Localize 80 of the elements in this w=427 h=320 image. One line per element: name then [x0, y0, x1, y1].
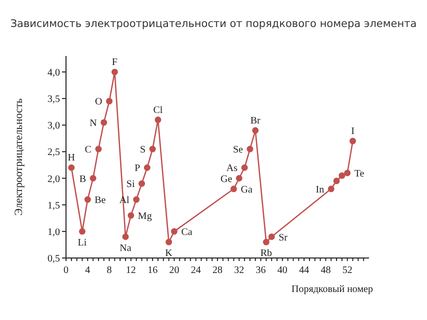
annotation: H [68, 152, 76, 164]
y-tick-label: 2,5 [48, 147, 60, 158]
y-tick-label: 0,5 [48, 254, 60, 265]
x-tick-label: 36 [256, 265, 266, 276]
point [144, 164, 150, 171]
point [84, 196, 91, 203]
x-tick-label: 24 [190, 265, 201, 276]
annotation: B [79, 174, 86, 185]
point [252, 127, 259, 134]
annotation: O [95, 96, 102, 108]
x-tick-label: 0 [64, 265, 68, 276]
point [154, 116, 162, 124]
point [68, 164, 75, 171]
point [149, 146, 156, 152]
x-tick-label: 8 [106, 265, 112, 276]
point [100, 119, 108, 126]
point [246, 146, 254, 152]
annotation: Na [120, 242, 132, 254]
point [95, 146, 102, 152]
point [90, 175, 96, 182]
y-tick-label: 2,0 [48, 174, 60, 185]
point [170, 228, 178, 235]
point [236, 175, 242, 182]
x-tick-label: 20 [169, 265, 180, 276]
annotation: Se [232, 144, 244, 156]
point [262, 238, 270, 246]
annotation: Sr [278, 232, 288, 244]
annotation: Be [94, 195, 106, 206]
point [78, 228, 86, 235]
point [328, 186, 334, 192]
x-axis-title: Порядковый номер [292, 284, 373, 295]
point [138, 180, 145, 187]
y-tick-label: 1,5 [48, 200, 60, 212]
x-tick-label: 16 [148, 265, 158, 276]
point [344, 170, 351, 176]
x-tick-label: 52 [342, 265, 352, 276]
point [122, 233, 129, 240]
annotation: S [140, 144, 146, 156]
annotation: Cl [153, 104, 163, 116]
annotation: K [165, 248, 174, 260]
x-tick-label: 40 [277, 265, 288, 276]
annotation: C [84, 144, 92, 156]
point [268, 233, 275, 240]
y-tick-label: 3,0 [48, 120, 60, 132]
point [241, 164, 248, 171]
annotation: P [134, 163, 141, 174]
point [230, 186, 237, 192]
x-tick-label: 28 [212, 265, 222, 276]
point [128, 212, 134, 219]
annotation: F [112, 56, 118, 68]
annotation: Br [250, 115, 262, 126]
x-tick-label: 4 [85, 265, 90, 276]
x-tick-label: 12 [126, 265, 136, 276]
annotation: Te [354, 168, 365, 180]
x-tick-label: 32 [234, 265, 244, 276]
point [133, 196, 140, 203]
y-tick-label: 4,0 [48, 67, 60, 78]
point [333, 178, 340, 184]
point [338, 172, 346, 179]
chart-title: Зависимость электроотрицательности от порядкового номера элемента [9, 18, 418, 32]
x-tick-label: 48 [320, 265, 331, 276]
annotation: Si [126, 179, 135, 190]
annotation: In [316, 184, 324, 196]
annotation: Mg [138, 211, 152, 222]
annotation: Ga [240, 184, 253, 196]
y-tick-label: 1,0 [48, 226, 60, 238]
annotation: Ge [220, 174, 233, 185]
annotation: I [351, 126, 354, 138]
point [350, 138, 356, 144]
annotation: Ca [181, 226, 193, 238]
point [106, 98, 113, 104]
y-tick-label: 3,5 [48, 94, 60, 106]
annotation: Rb [260, 248, 272, 260]
y-axis-title: Электроотрицательность [12, 98, 25, 216]
point [166, 238, 172, 246]
annotation: As [226, 163, 238, 174]
x-tick-label: 44 [299, 265, 310, 276]
point [111, 68, 118, 76]
annotation: N [90, 118, 97, 129]
annotation: Li [78, 238, 87, 249]
